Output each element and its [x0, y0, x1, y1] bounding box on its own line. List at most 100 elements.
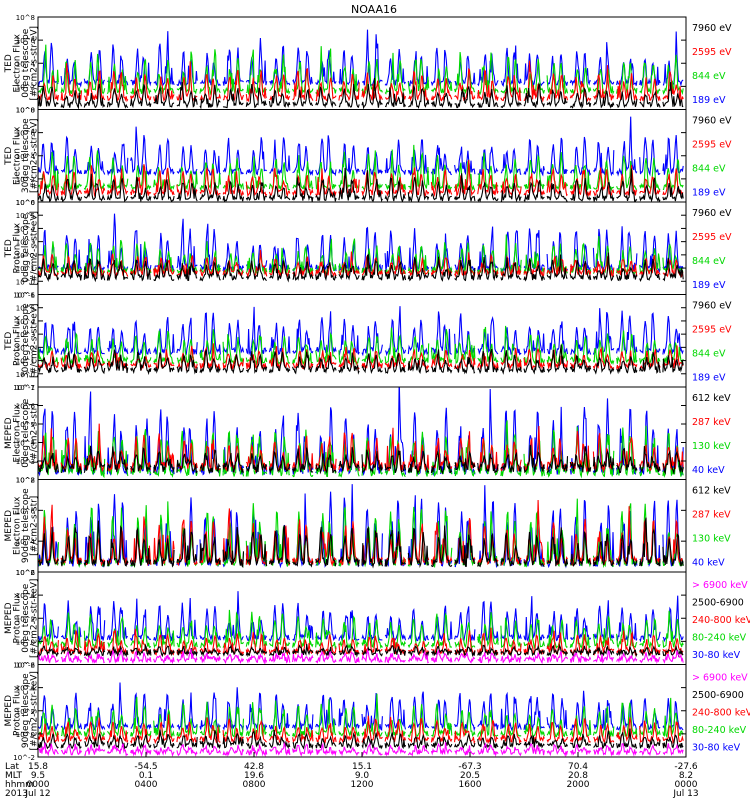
legend-entry: > 6900 keV	[692, 673, 748, 684]
y-tick-label: 10^8	[16, 477, 35, 485]
panel-1-traces	[38, 29, 684, 110]
y-tick-label: 10^3	[16, 331, 35, 339]
series-trace--6900-kev	[38, 741, 684, 757]
y-tick-label: 10^2	[16, 252, 35, 260]
x-tick-label: Jul 13	[672, 789, 698, 799]
x-tick-label: Jul 12	[24, 789, 50, 799]
y-axis-label: Proton Flux	[13, 222, 23, 273]
x-tick-label: 0800	[243, 780, 266, 790]
y-tick-label: 10^2	[16, 344, 35, 352]
legend-entry: 189 eV	[692, 95, 726, 106]
y-tick-label: 10^8	[16, 14, 35, 22]
panels: 10^0 10^2 10^4 10^6 10^8 TED Electron Flux 0deg…	[4, 14, 750, 762]
y-axis-label: [#/cm2-s-str]	[30, 403, 40, 463]
legend-entry: 2595 eV	[692, 47, 732, 58]
series-trace-189-ev	[38, 116, 684, 177]
panel-3: 10^-1 10^0 10^1 10^2 10^3 10^4 10^5 10^6 TEDProt…	[4, 199, 732, 300]
y-axis-label: TED	[4, 332, 14, 351]
y-axis-label: Proton Flux	[13, 685, 23, 736]
legend-entry: 7960 eV	[692, 208, 732, 219]
y-axis-label: MEPED	[4, 417, 14, 449]
x-tick-label: 0400	[135, 780, 158, 790]
legend-entry: 130 keV	[692, 534, 731, 545]
legend-entry: 844 eV	[692, 71, 726, 82]
y-axis-label: [#/cm2-s-str]	[30, 496, 40, 556]
y-axis-label: [#/cm2-s-str-eV]	[30, 211, 40, 286]
legend-entry: 612 keV	[692, 486, 731, 497]
x-tick-label: 70.4	[568, 762, 588, 772]
panel-7-traces	[38, 591, 684, 665]
y-tick-label: 10^1	[16, 265, 35, 273]
y-axis-label: 0deg telescope	[21, 398, 31, 468]
legend-entry: 612 keV	[692, 393, 731, 404]
x-tick-label: 42.8	[244, 762, 264, 772]
y-axis-label: Proton Flux	[13, 592, 23, 643]
series-trace-612-kev	[38, 445, 684, 475]
y-axis-label: MEPED	[4, 602, 14, 634]
x-tick-label: 1200	[351, 780, 374, 790]
x-tick-label: 0000	[27, 780, 50, 790]
legend-entry: 844 eV	[692, 164, 726, 175]
x-tick-label: 20.8	[568, 771, 588, 781]
y-axis-label: MEPED	[4, 510, 14, 542]
x-tick-label: 1600	[459, 780, 482, 790]
y-axis-label: MEPED	[4, 695, 14, 727]
legend-entry: 2595 eV	[692, 232, 732, 243]
series-trace-2500-6900	[38, 643, 684, 658]
x-tick-label: -54.5	[134, 762, 157, 772]
y-tick-label: 10^4	[16, 440, 36, 448]
y-axis-label: [#/cm2-s-str-eV]	[30, 26, 40, 101]
panel-8-traces	[38, 682, 684, 757]
x-tick-label: 2000	[567, 780, 590, 790]
y-tick-label: 10^1	[16, 358, 35, 366]
legend-entry: 2500-6900	[692, 690, 744, 701]
y-axis-label: [#/cm2-s-str-eV]	[30, 303, 40, 378]
panel-5-traces	[38, 387, 684, 479]
legend-entry: > 6900 keV	[692, 580, 748, 591]
legend-entry: 2500-6900	[692, 598, 744, 609]
y-tick-label: 10^4	[16, 592, 36, 600]
legend-entry: 287 keV	[692, 417, 731, 428]
x-row-label: hhmm	[5, 780, 34, 790]
y-tick-label: 10^6	[16, 37, 36, 45]
legend-entry: 30-80 keV	[692, 650, 741, 661]
y-tick-label: 10^2	[16, 615, 35, 623]
series-trace-2595-ev	[38, 159, 684, 198]
y-axis-label: [#/cm2-s-str-eV]	[30, 118, 40, 193]
y-axis-label: 90deg telescope	[21, 673, 31, 748]
y-axis-label: 0deg telescope	[21, 583, 31, 653]
x-row-label: Lat	[5, 762, 20, 772]
y-tick-label: 10^5	[16, 421, 35, 429]
legend-entry: 2595 eV	[692, 140, 732, 151]
y-axis-label: Proton Flux	[13, 315, 23, 366]
legend-entry: 189 eV	[692, 188, 726, 199]
series-trace-612-kev	[38, 517, 684, 569]
legend-entry: 80-240 keV	[692, 725, 747, 736]
legend-entry: 844 eV	[692, 349, 726, 360]
series-trace-7960-ev	[38, 167, 684, 202]
y-tick-label: 10^6	[16, 662, 36, 670]
series-trace-7960-ev	[38, 77, 684, 110]
panel-4: 10^-1 10^0 10^1 10^2 10^3 10^4 10^5 10^6 TEDProt…	[4, 292, 732, 393]
x-row-label: MLT	[5, 771, 23, 781]
series-trace--6900-kev	[38, 648, 684, 665]
x-tick-label: -27.6	[674, 762, 698, 772]
y-tick-label: 10^0	[16, 278, 35, 286]
x-tick-label: 9.0	[355, 771, 370, 781]
x-tick-label: -67.3	[458, 762, 481, 772]
y-axis-label: TED	[4, 54, 14, 73]
legend-entry: 287 keV	[692, 510, 731, 521]
y-axis-label: 30deg telescope	[21, 118, 31, 193]
y-tick-label: 10^-2	[13, 662, 35, 670]
y-axis-label: Electron Flux	[13, 126, 23, 185]
legend-entry: 7960 eV	[692, 23, 732, 34]
y-tick-label: 10^0	[16, 107, 35, 115]
legend-entry: 130 keV	[692, 441, 731, 452]
legend-entry: 7960 eV	[692, 116, 732, 127]
y-tick-label: 10^3	[16, 458, 35, 466]
legend-entry: 2595 eV	[692, 325, 732, 336]
y-tick-label: 10^4	[16, 153, 36, 161]
